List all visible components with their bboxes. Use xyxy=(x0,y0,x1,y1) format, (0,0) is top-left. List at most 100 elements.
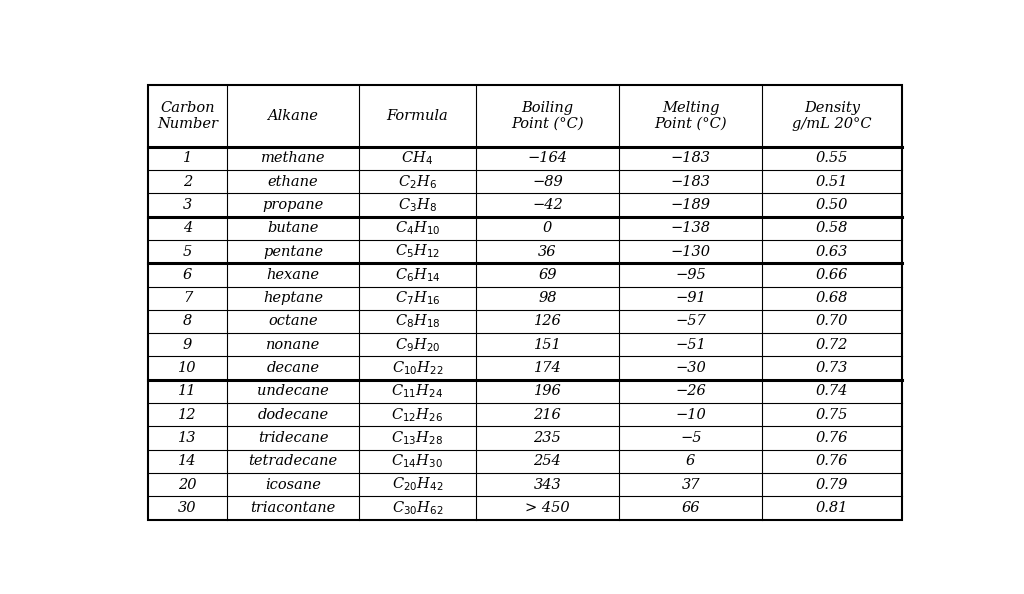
Text: 69: 69 xyxy=(539,268,557,282)
Text: C$_{13}$H$_{28}$: C$_{13}$H$_{28}$ xyxy=(391,429,443,447)
Text: 1: 1 xyxy=(183,151,193,165)
Text: −183: −183 xyxy=(671,151,711,165)
Text: −89: −89 xyxy=(532,175,563,189)
Text: C$_{10}$H$_{22}$: C$_{10}$H$_{22}$ xyxy=(391,359,443,377)
Text: 10: 10 xyxy=(178,361,197,375)
Text: pentane: pentane xyxy=(263,245,323,258)
Text: C$_5$H$_{12}$: C$_5$H$_{12}$ xyxy=(395,243,440,260)
Text: −57: −57 xyxy=(675,314,706,328)
Text: methane: methane xyxy=(261,151,326,165)
Text: 0.81: 0.81 xyxy=(816,501,848,515)
Text: 0.58: 0.58 xyxy=(816,222,848,235)
Text: 0.73: 0.73 xyxy=(816,361,848,375)
Text: C$_{11}$H$_{24}$: C$_{11}$H$_{24}$ xyxy=(391,383,443,400)
Text: 12: 12 xyxy=(178,407,197,422)
Text: 0.55: 0.55 xyxy=(816,151,848,165)
Text: −189: −189 xyxy=(671,198,711,212)
Text: icosane: icosane xyxy=(265,478,321,492)
Text: 0.74: 0.74 xyxy=(816,384,848,399)
Text: 14: 14 xyxy=(178,454,197,468)
Text: 0: 0 xyxy=(543,222,552,235)
Text: decane: decane xyxy=(266,361,319,375)
Text: tridecane: tridecane xyxy=(258,431,329,445)
Text: 0.79: 0.79 xyxy=(816,478,848,492)
Text: 0.66: 0.66 xyxy=(816,268,848,282)
Text: heptane: heptane xyxy=(263,291,323,305)
Text: butane: butane xyxy=(267,222,318,235)
Text: −91: −91 xyxy=(675,291,706,305)
Text: 0.70: 0.70 xyxy=(816,314,848,328)
Text: Carbon
Number: Carbon Number xyxy=(157,101,218,131)
Text: undecane: undecane xyxy=(257,384,329,399)
Text: 0.76: 0.76 xyxy=(816,454,848,468)
Text: C$_{20}$H$_{42}$: C$_{20}$H$_{42}$ xyxy=(391,476,443,494)
Text: 37: 37 xyxy=(681,478,700,492)
Text: 126: 126 xyxy=(534,314,561,328)
Text: 0.68: 0.68 xyxy=(816,291,848,305)
Text: 0.51: 0.51 xyxy=(816,175,848,189)
Text: 0.72: 0.72 xyxy=(816,338,848,352)
Text: C$_{14}$H$_{30}$: C$_{14}$H$_{30}$ xyxy=(391,453,443,470)
Text: −183: −183 xyxy=(671,175,711,189)
Text: octane: octane xyxy=(268,314,317,328)
Text: C$_{12}$H$_{26}$: C$_{12}$H$_{26}$ xyxy=(391,406,443,424)
Text: Formula: Formula xyxy=(386,109,449,123)
Text: C$_7$H$_{16}$: C$_7$H$_{16}$ xyxy=(394,289,440,307)
Text: > 450: > 450 xyxy=(525,501,569,515)
Text: hexane: hexane xyxy=(266,268,319,282)
Text: 174: 174 xyxy=(534,361,561,375)
Text: 6: 6 xyxy=(686,454,695,468)
Text: 0.50: 0.50 xyxy=(816,198,848,212)
Text: C$_{30}$H$_{62}$: C$_{30}$H$_{62}$ xyxy=(391,499,443,517)
Text: Alkane: Alkane xyxy=(267,109,318,123)
Text: 6: 6 xyxy=(183,268,193,282)
Text: C$_2$H$_6$: C$_2$H$_6$ xyxy=(397,173,437,191)
Text: C$_4$H$_{10}$: C$_4$H$_{10}$ xyxy=(394,219,440,237)
Text: 9: 9 xyxy=(183,338,193,352)
Text: −164: −164 xyxy=(527,151,567,165)
Text: −30: −30 xyxy=(675,361,706,375)
Text: 0.63: 0.63 xyxy=(816,245,848,258)
Text: −138: −138 xyxy=(671,222,711,235)
Text: 2: 2 xyxy=(183,175,193,189)
Text: 13: 13 xyxy=(178,431,197,445)
Text: 30: 30 xyxy=(178,501,197,515)
Text: 98: 98 xyxy=(539,291,557,305)
Text: dodecane: dodecane xyxy=(257,407,329,422)
Text: 235: 235 xyxy=(534,431,561,445)
Text: nonane: nonane xyxy=(266,338,321,352)
Text: −51: −51 xyxy=(675,338,706,352)
Text: 254: 254 xyxy=(534,454,561,468)
Text: Boiling
Point (°C): Boiling Point (°C) xyxy=(511,101,584,131)
Text: 5: 5 xyxy=(183,245,193,258)
Text: 11: 11 xyxy=(178,384,197,399)
Text: 151: 151 xyxy=(534,338,561,352)
Text: triacontane: triacontane xyxy=(250,501,336,515)
Text: 343: 343 xyxy=(534,478,561,492)
Text: propane: propane xyxy=(262,198,324,212)
Text: C$_8$H$_{18}$: C$_8$H$_{18}$ xyxy=(394,312,440,330)
Text: C$_6$H$_{14}$: C$_6$H$_{14}$ xyxy=(394,266,440,284)
Text: 66: 66 xyxy=(681,501,700,515)
Text: −26: −26 xyxy=(675,384,706,399)
Text: 7: 7 xyxy=(183,291,193,305)
Text: 3: 3 xyxy=(183,198,193,212)
Text: C$_3$H$_8$: C$_3$H$_8$ xyxy=(398,196,437,214)
Text: 216: 216 xyxy=(534,407,561,422)
Text: ethane: ethane xyxy=(267,175,318,189)
Text: −130: −130 xyxy=(671,245,711,258)
Text: −5: −5 xyxy=(680,431,701,445)
Text: −10: −10 xyxy=(675,407,706,422)
Text: −42: −42 xyxy=(532,198,563,212)
Text: 8: 8 xyxy=(183,314,193,328)
Text: Density
g/mL 20°C: Density g/mL 20°C xyxy=(793,101,871,131)
Text: 0.76: 0.76 xyxy=(816,431,848,445)
Text: 0.75: 0.75 xyxy=(816,407,848,422)
Text: 36: 36 xyxy=(539,245,557,258)
Text: CH$_4$: CH$_4$ xyxy=(401,150,433,168)
Text: 196: 196 xyxy=(534,384,561,399)
Text: Melting
Point (°C): Melting Point (°C) xyxy=(654,101,727,131)
Text: tetradecane: tetradecane xyxy=(249,454,338,468)
Text: 4: 4 xyxy=(183,222,193,235)
Text: 20: 20 xyxy=(178,478,197,492)
